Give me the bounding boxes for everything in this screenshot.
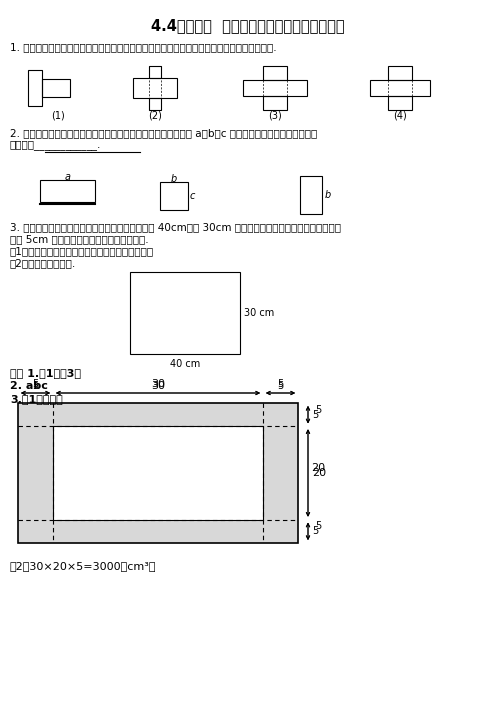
Text: (2): (2) (148, 110, 162, 120)
Bar (149, 66, 161, 78)
Bar (18, 403, 298, 543)
Text: 4.4课题学习  设计制作长方体形状的包装纸盒: 4.4课题学习 设计制作长方体形状的包装纸盒 (151, 18, 345, 33)
Text: 5: 5 (32, 379, 39, 389)
Text: b: b (171, 174, 177, 184)
Bar (243, 80, 307, 96)
Bar (160, 182, 188, 210)
Text: 5: 5 (315, 522, 321, 531)
Text: 3.（1）如图：: 3.（1）如图： (10, 394, 63, 404)
Text: （2）求该盒子的容积.: （2）求该盒子的容积. (10, 258, 76, 268)
Bar (370, 80, 430, 96)
Text: 20: 20 (311, 463, 325, 473)
Text: (1): (1) (51, 110, 65, 120)
Text: 5: 5 (277, 379, 284, 389)
Bar (388, 66, 412, 80)
Text: 5: 5 (315, 404, 321, 415)
Bar (53, 426, 263, 519)
Bar (263, 66, 287, 80)
Bar (300, 176, 322, 214)
Text: 答案 1.（1）（3）: 答案 1.（1）（3） (10, 368, 81, 378)
Text: 3. 在一次数学活动课上，王老师给学生发了一块长 40cm，宽 30cm 的长方形纸片（如图），要求折成一个: 3. 在一次数学活动课上，王老师给学生发了一块长 40cm，宽 30cm 的长方… (10, 222, 341, 232)
Text: b: b (325, 190, 331, 200)
Bar (42, 79, 70, 97)
Bar (388, 96, 412, 110)
Bar (263, 96, 287, 110)
Text: （2）30×20×5=3000（cm³）: （2）30×20×5=3000（cm³） (10, 561, 157, 571)
Bar (133, 78, 177, 98)
Text: (3): (3) (268, 110, 282, 120)
Bar (28, 70, 42, 106)
Text: 30 cm: 30 cm (244, 308, 274, 318)
Text: 5: 5 (312, 526, 318, 536)
Text: 5: 5 (277, 381, 284, 391)
Text: 高为 5cm 的无盖的且容积最大的长方体盒子.: 高为 5cm 的无盖的且容积最大的长方体盒子. (10, 234, 149, 244)
Bar (149, 98, 161, 110)
Bar (40, 180, 95, 202)
Text: 40 cm: 40 cm (170, 359, 200, 369)
Text: 30: 30 (151, 379, 165, 389)
Text: c: c (190, 191, 195, 201)
Text: (4): (4) (393, 110, 407, 120)
Text: 20: 20 (312, 468, 326, 478)
Text: （1）该如何裁剪呢？请画出示意图，并标出尺寸；: （1）该如何裁剪呢？请画出示意图，并标出尺寸； (10, 246, 154, 256)
Text: 30: 30 (151, 381, 165, 391)
Text: 5: 5 (32, 381, 39, 391)
Text: 2. abc: 2. abc (10, 381, 48, 391)
Text: a: a (64, 172, 70, 182)
Text: 2. 一个几何体从三个方向看所得平面图形如图所示（其中标注的 a，b，c 为相应的边长），则这个几何体: 2. 一个几何体从三个方向看所得平面图形如图所示（其中标注的 a，b，c 为相应… (10, 128, 317, 138)
Bar (130, 272, 240, 354)
Text: 5: 5 (312, 410, 318, 420)
Text: 的体积是____________.: 的体积是____________. (10, 140, 101, 150)
Text: 1. 下图中的哪些图形可以沿虚线折叠成长方体包装盒？想一想，再动手折一折，验证你的想法.: 1. 下图中的哪些图形可以沿虚线折叠成长方体包装盒？想一想，再动手折一折，验证你… (10, 42, 277, 52)
